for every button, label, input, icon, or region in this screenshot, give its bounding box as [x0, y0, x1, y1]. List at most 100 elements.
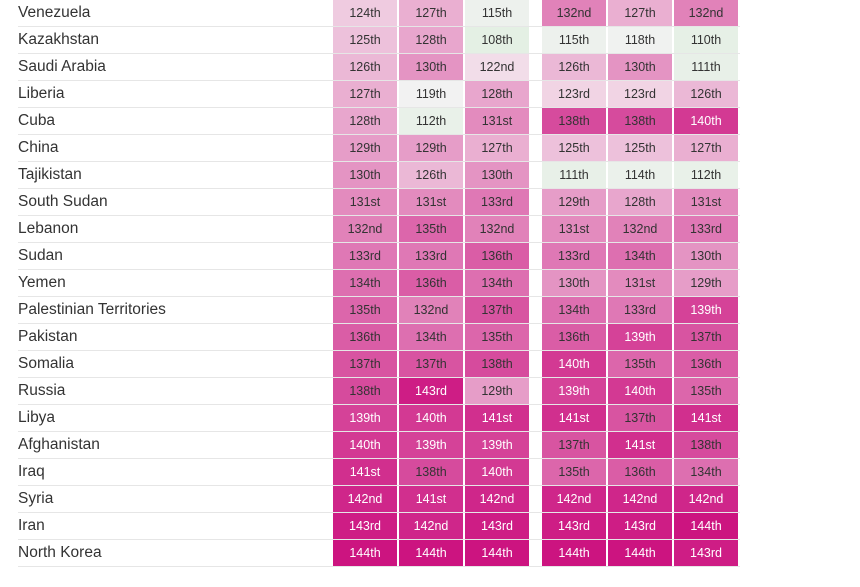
rank-cell: 131st: [333, 189, 397, 215]
rank-cell: 134th: [333, 270, 397, 296]
table-row: Saudi Arabia 126th 130th 122nd 126th 130th 111…: [18, 54, 740, 81]
rank-cell: 140th: [465, 459, 529, 485]
rank-cell: 128th: [399, 27, 463, 53]
rank-cell: 143rd: [399, 378, 463, 404]
rank-cell: 142nd: [674, 486, 738, 512]
rank-cell: 136th: [465, 243, 529, 269]
rank-cell: 132nd: [608, 216, 672, 242]
rank-cell: 142nd: [333, 486, 397, 512]
country-name: Palestinian Territories: [18, 301, 166, 318]
country-name: Iran: [18, 517, 45, 534]
rank-cell: 127th: [333, 81, 397, 107]
rank-cell: 111th: [542, 162, 606, 188]
rank-cell: 135th: [333, 297, 397, 323]
rank-cell: 108th: [465, 27, 529, 53]
rank-cell: 130th: [608, 54, 672, 80]
rank-cell: 137th: [465, 297, 529, 323]
rank-cell: 142nd: [399, 513, 463, 539]
rank-cell: 134th: [465, 270, 529, 296]
rank-cell: 131st: [608, 270, 672, 296]
rank-cell: 123rd: [608, 81, 672, 107]
rank-cell: 142nd: [542, 486, 606, 512]
country-name: Cuba: [18, 112, 56, 129]
rank-cell: 125th: [608, 135, 672, 161]
rank-cell: 127th: [608, 0, 672, 26]
rank-cell: 126th: [674, 81, 738, 107]
table-row: North Korea 144th 144th 144th 144th 144th 143r…: [18, 540, 740, 567]
country-name: Lebanon: [18, 220, 79, 237]
country-name: Afghanistan: [18, 436, 100, 453]
rank-cell: 143rd: [333, 513, 397, 539]
rank-cell: 143rd: [465, 513, 529, 539]
rank-cell: 130th: [542, 270, 606, 296]
rank-cell: 141st: [399, 486, 463, 512]
rank-cell: 129th: [674, 270, 738, 296]
rank-cell: 129th: [542, 189, 606, 215]
rank-cell: 141st: [465, 405, 529, 431]
rank-cell: 140th: [399, 405, 463, 431]
rank-cell: 131st: [465, 108, 529, 134]
table-row: Russia 138th 143rd 129th 139th 140th 135th: [18, 378, 740, 405]
rank-cell: 141st: [608, 432, 672, 458]
rank-cell: 135th: [608, 351, 672, 377]
rank-cell: 137th: [674, 324, 738, 350]
rank-cell: 141st: [674, 405, 738, 431]
rank-cell: 136th: [333, 324, 397, 350]
rank-cell: 138th: [399, 459, 463, 485]
rank-cell: 110th: [674, 27, 738, 53]
rank-cell: 143rd: [542, 513, 606, 539]
rank-cell: 132nd: [465, 216, 529, 242]
rank-cell: 112th: [399, 108, 463, 134]
rank-cell: 136th: [608, 459, 672, 485]
rank-cell: 139th: [674, 297, 738, 323]
rank-cell: 139th: [542, 378, 606, 404]
rank-cell: 131st: [399, 189, 463, 215]
country-name: Liberia: [18, 85, 65, 102]
rank-cell: 130th: [465, 162, 529, 188]
rank-cell: 136th: [399, 270, 463, 296]
country-name: Somalia: [18, 355, 74, 372]
country-name: Yemen: [18, 274, 66, 291]
rank-cell: 136th: [542, 324, 606, 350]
rank-cell: 130th: [333, 162, 397, 188]
rank-cell: 137th: [333, 351, 397, 377]
rank-cell: 130th: [399, 54, 463, 80]
table-row: Syria 142nd 141st 142nd 142nd 142nd 142nd: [18, 486, 740, 513]
rank-cell: 118th: [608, 27, 672, 53]
table-row: Iraq 141st 138th 140th 135th 136th 134th: [18, 459, 740, 486]
rank-cell: 115th: [465, 0, 529, 26]
table-row: Lebanon 132nd 135th 132nd 131st 132nd 133rd: [18, 216, 740, 243]
rank-cell: 124th: [333, 0, 397, 26]
country-name: Venezuela: [18, 4, 91, 21]
rank-cell: 132nd: [333, 216, 397, 242]
rank-cell: 140th: [542, 351, 606, 377]
table-row: Afghanistan 140th 139th 139th 137th 141st 138t…: [18, 432, 740, 459]
rank-cell: 135th: [399, 216, 463, 242]
rank-cell: 135th: [465, 324, 529, 350]
country-name: Tajikistan: [18, 166, 82, 183]
rank-cell: 128th: [465, 81, 529, 107]
rank-cell: 142nd: [465, 486, 529, 512]
table-row: South Sudan 131st 131st 133rd 129th 128th 131s…: [18, 189, 740, 216]
rank-cell: 114th: [608, 162, 672, 188]
rank-cell: 144th: [674, 513, 738, 539]
rank-cell: 125th: [542, 135, 606, 161]
table-row: Cuba 128th 112th 131st 138th 138th 140th: [18, 108, 740, 135]
country-name: Iraq: [18, 463, 45, 480]
country-name: Syria: [18, 490, 54, 507]
rank-cell: 137th: [608, 405, 672, 431]
rank-cell: 112th: [674, 162, 738, 188]
rank-cell: 133rd: [333, 243, 397, 269]
country-name: Kazakhstan: [18, 31, 99, 48]
rank-cell: 136th: [674, 351, 738, 377]
rank-cell: 140th: [333, 432, 397, 458]
table-row: Libya 139th 140th 141st 141st 137th 141st: [18, 405, 740, 432]
rank-cell: 125th: [333, 27, 397, 53]
table-row: Pakistan 136th 134th 135th 136th 139th 137th: [18, 324, 740, 351]
rank-cell: 129th: [465, 378, 529, 404]
rank-cell: 133rd: [542, 243, 606, 269]
rank-cell: 134th: [542, 297, 606, 323]
table-row: Sudan 133rd 133rd 136th 133rd 134th 130th: [18, 243, 740, 270]
rank-cell: 126th: [333, 54, 397, 80]
table-row: Liberia 127th 119th 128th 123rd 123rd 126th: [18, 81, 740, 108]
